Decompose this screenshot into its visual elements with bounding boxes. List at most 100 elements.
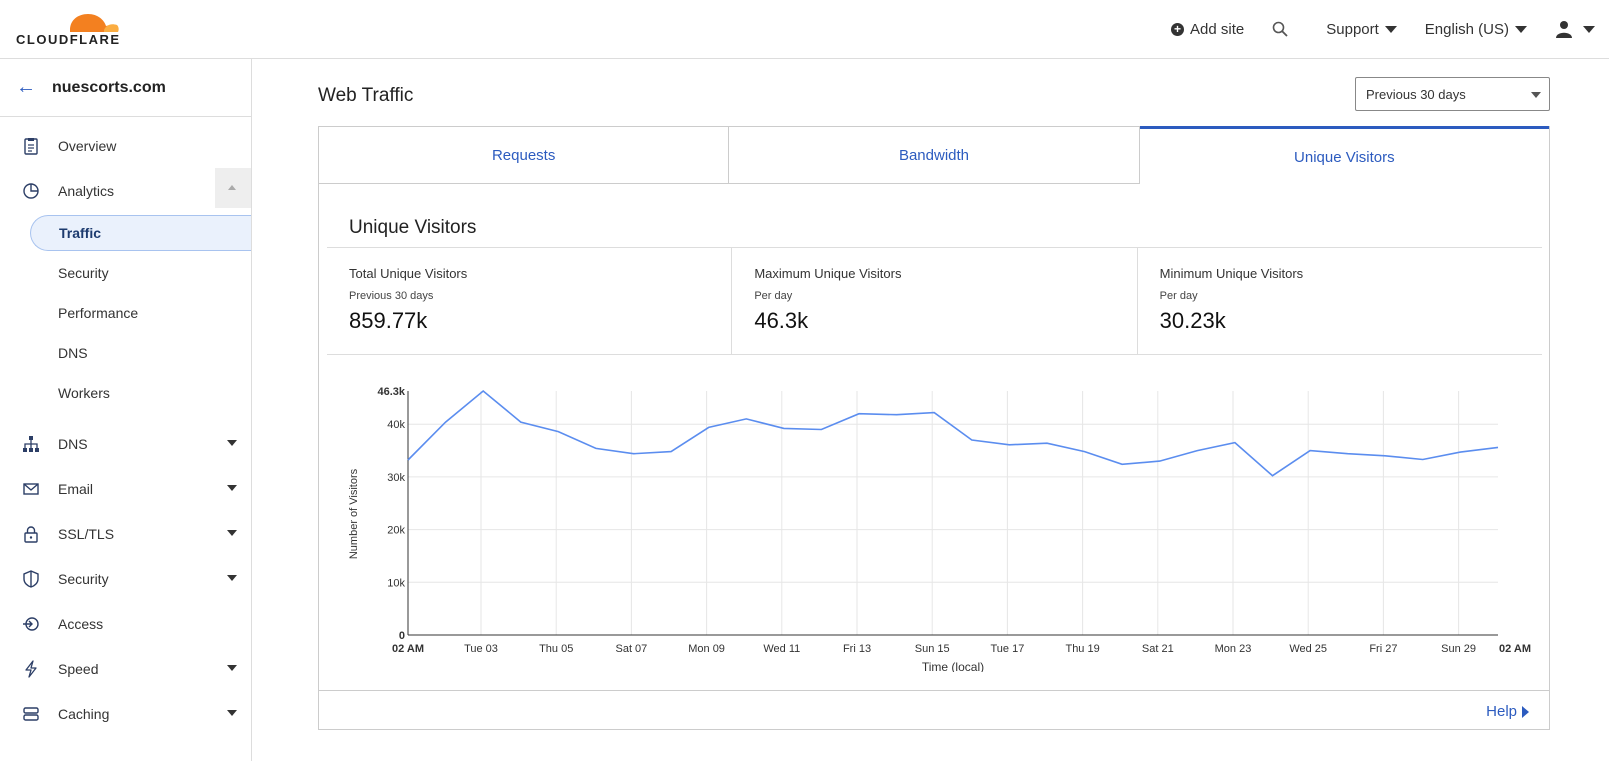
y-tick-label: 30k bbox=[387, 472, 405, 484]
sidebar-item-label: DNS bbox=[58, 435, 88, 452]
stat-total: Total Unique Visitors Previous 30 days 8… bbox=[327, 248, 733, 354]
user-icon bbox=[1556, 21, 1572, 38]
top-bar: CLOUDFLARE + Add site Support English (U… bbox=[0, 0, 1609, 59]
add-site-label: Add site bbox=[1190, 20, 1245, 38]
x-tick-label: 02 AM bbox=[392, 643, 424, 655]
cloudflare-logo[interactable]: CLOUDFLARE bbox=[16, 8, 126, 48]
language-menu[interactable]: English (US) bbox=[1425, 21, 1527, 38]
site-name: nuescorts.com bbox=[52, 78, 166, 96]
tab-unique-visitors[interactable]: Unique Visitors bbox=[1139, 126, 1549, 184]
page-title: Web Traffic bbox=[318, 85, 414, 106]
x-axis-label: Time (local) bbox=[922, 660, 984, 672]
sidebar-item-access[interactable]: Access bbox=[0, 601, 251, 646]
unique-visitors-chart: 0 10k 20k 30k 40k 46.3k 02 AM Tue 03 Thu 05 Sat 0… bbox=[327, 362, 1542, 674]
envelope-icon bbox=[0, 480, 58, 498]
chevron-down-icon bbox=[227, 485, 237, 491]
stat-label: Maximum Unique Visitors bbox=[754, 266, 902, 281]
sidebar-item-label: Email bbox=[58, 480, 94, 497]
tab-bandwidth[interactable]: Bandwidth bbox=[729, 127, 1140, 184]
stat-sublabel: Per day bbox=[1159, 290, 1198, 302]
x-tick-label: Tue 17 bbox=[990, 643, 1024, 655]
support-menu[interactable]: Support bbox=[1326, 21, 1397, 38]
cloud-icon bbox=[70, 14, 119, 32]
y-tick-label: 20k bbox=[387, 525, 405, 537]
chevron-down-icon bbox=[227, 665, 237, 671]
chevron-down-icon bbox=[227, 710, 237, 716]
sidebar-item-caching[interactable]: Caching bbox=[0, 691, 251, 736]
x-tick-label: Sun 15 bbox=[915, 643, 950, 655]
sidebar-subitem-traffic[interactable]: Traffic bbox=[30, 215, 251, 251]
logo-text: CLOUDFLARE bbox=[16, 32, 121, 47]
user-menu[interactable] bbox=[1555, 20, 1595, 38]
x-tick-label: Fri 27 bbox=[1369, 643, 1397, 655]
x-tick-label: Wed 25 bbox=[1289, 643, 1327, 655]
chevron-down-icon bbox=[227, 440, 237, 446]
clipboard-icon bbox=[0, 137, 58, 155]
line-chart: 0 10k 20k 30k 40k 46.3k 02 AM Tue 03 Thu 05 Sat 0… bbox=[348, 386, 1531, 674]
help-link[interactable]: Help bbox=[1486, 703, 1529, 720]
x-tick-label: Sun 29 bbox=[1441, 643, 1476, 655]
stat-value: 30.23k bbox=[1159, 308, 1226, 333]
lock-icon bbox=[0, 525, 58, 543]
sidebar: ← nuescorts.com Overview Analytics Traff… bbox=[0, 59, 252, 761]
x-tick-label: Sat 21 bbox=[1142, 643, 1174, 655]
support-label: Support bbox=[1326, 20, 1379, 38]
sidebar-item-label: Speed bbox=[58, 660, 99, 677]
pie-chart-icon bbox=[0, 182, 58, 200]
sidebar-item-label: SSL/TLS bbox=[58, 525, 115, 542]
chevron-down-icon bbox=[1384, 25, 1397, 33]
collapse-toggle[interactable] bbox=[215, 168, 251, 208]
chevron-down-icon bbox=[227, 530, 237, 536]
sidebar-subitem-workers[interactable]: Workers bbox=[58, 385, 110, 401]
x-tick-label: Fri 13 bbox=[843, 643, 871, 655]
metric-tabs: Requests Bandwidth Unique Visitors bbox=[319, 126, 1549, 184]
plus-circle-icon: + bbox=[1171, 22, 1185, 36]
sidebar-item-label: Analytics bbox=[58, 182, 115, 199]
stat-minimum: Minimum Unique Visitors Per day 30.23k bbox=[1138, 248, 1542, 354]
drive-icon bbox=[0, 705, 58, 723]
sidebar-subitem-dns[interactable]: DNS bbox=[58, 345, 88, 361]
sidebar-item-security[interactable]: Security bbox=[0, 556, 251, 601]
sidebar-item-label: Security bbox=[58, 570, 109, 587]
language-label: English (US) bbox=[1424, 20, 1509, 38]
sidebar-item-label: Access bbox=[58, 615, 104, 632]
sidebar-item-overview[interactable]: Overview bbox=[0, 123, 251, 168]
panel-footer: Help bbox=[319, 690, 1549, 729]
sidebar-item-label: Caching bbox=[58, 705, 110, 722]
sidebar-item-analytics[interactable]: Analytics bbox=[0, 168, 251, 213]
tab-requests[interactable]: Requests bbox=[319, 127, 730, 184]
add-site-button[interactable]: + Add site bbox=[1171, 21, 1244, 38]
access-icon bbox=[0, 615, 58, 633]
caret-right-icon bbox=[1522, 705, 1529, 718]
x-tick-label: Tue 03 bbox=[464, 643, 498, 655]
help-label: Help bbox=[1486, 703, 1517, 720]
series-line bbox=[407, 389, 1499, 477]
chevron-down-icon bbox=[1531, 92, 1541, 98]
time-range-select[interactable]: Previous 30 days bbox=[1355, 77, 1550, 111]
lightning-icon bbox=[0, 659, 58, 678]
sidebar-subitem-performance[interactable]: Performance bbox=[58, 305, 139, 321]
search-button[interactable] bbox=[1272, 21, 1288, 37]
y-axis-label: Number of Visitors bbox=[348, 468, 360, 559]
stat-sublabel: Previous 30 days bbox=[349, 290, 434, 302]
stat-label: Total Unique Visitors bbox=[349, 266, 468, 281]
stats-row: Total Unique Visitors Previous 30 days 8… bbox=[327, 247, 1542, 355]
y-tick-label: 40k bbox=[387, 419, 405, 431]
stat-value: 46.3k bbox=[754, 308, 809, 333]
back-arrow-icon[interactable]: ← bbox=[16, 76, 36, 98]
stat-sublabel: Per day bbox=[754, 290, 793, 302]
sidebar-item-speed[interactable]: Speed bbox=[0, 646, 251, 691]
time-range-value: Previous 30 days bbox=[1366, 87, 1466, 102]
x-tick-label: 02 AM bbox=[1499, 643, 1531, 655]
sidebar-subitem-security[interactable]: Security bbox=[58, 265, 109, 281]
sidebar-item-ssl-tls[interactable]: SSL/TLS bbox=[0, 511, 251, 556]
site-header: ← nuescorts.com bbox=[0, 59, 251, 117]
section-title: Unique Visitors bbox=[349, 217, 477, 238]
sidebar-item-dns[interactable]: DNS bbox=[0, 421, 251, 466]
network-icon bbox=[0, 435, 58, 453]
sidebar-item-email[interactable]: Email bbox=[0, 466, 251, 511]
top-nav: + Add site Support English (US) bbox=[1171, 0, 1609, 58]
stat-value: 859.77k bbox=[349, 308, 428, 333]
search-icon bbox=[1272, 21, 1288, 37]
x-tick-label: Sat 07 bbox=[615, 643, 647, 655]
